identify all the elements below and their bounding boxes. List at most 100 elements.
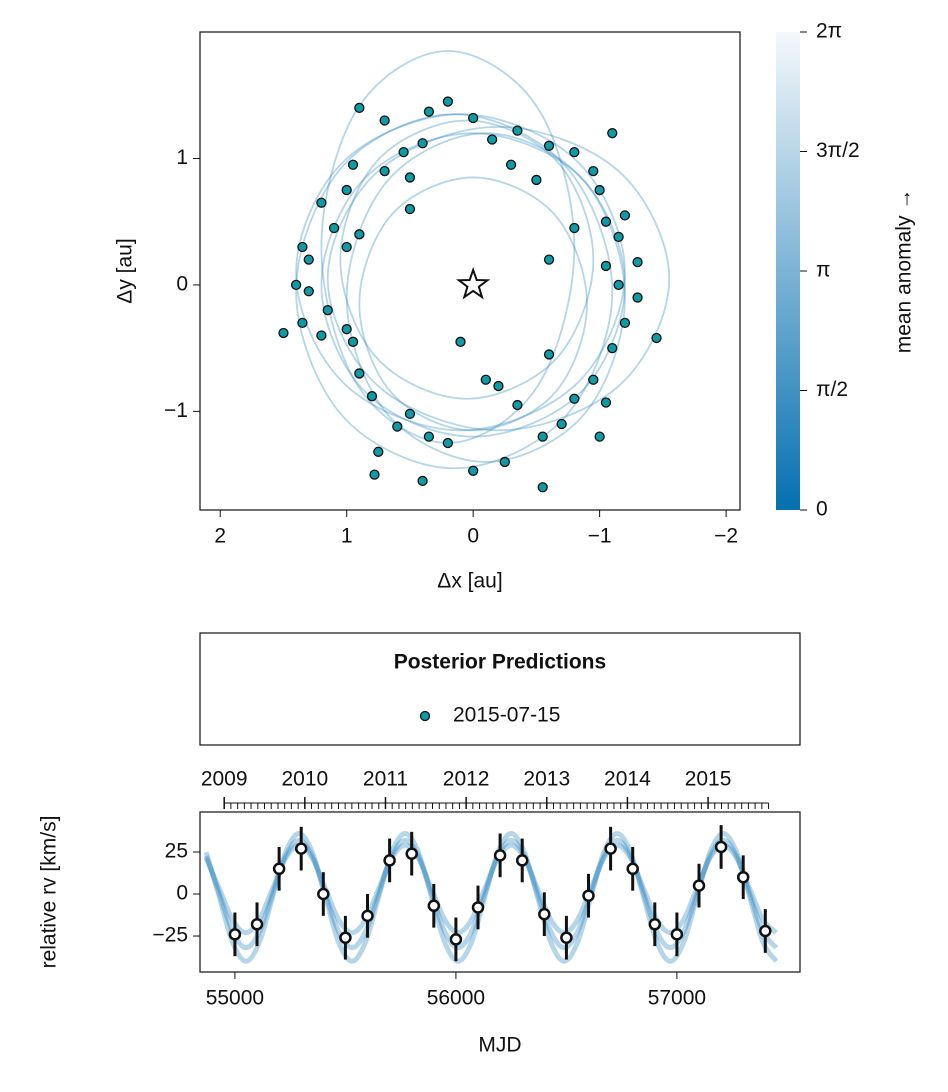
scatter-point (398, 146, 409, 158)
rv-point (250, 918, 264, 931)
scatter-point (341, 241, 352, 253)
scatter-point (543, 254, 555, 265)
scatter-point (423, 431, 435, 442)
rv-point (582, 889, 595, 902)
orbit (320, 50, 576, 444)
scatter-point (619, 317, 631, 328)
rv-point (493, 849, 507, 862)
x-tick-label: 55000 (206, 987, 264, 1010)
y-axis-label: Δy [au] (114, 238, 137, 303)
scatter-point (600, 397, 612, 408)
scatter-point (594, 431, 605, 442)
scatter-point (556, 418, 567, 430)
scatter-point (600, 260, 612, 272)
scatter-point (290, 279, 302, 291)
scatter-point (512, 399, 523, 411)
legend-marker (419, 710, 431, 722)
top-tick-label: 2014 (604, 768, 651, 791)
orbit (345, 132, 626, 463)
x-tick-label: −2 (714, 525, 738, 548)
scatter-point (480, 374, 491, 385)
scatter-point (417, 138, 428, 149)
scatter-point (328, 222, 340, 234)
rv-point (670, 928, 684, 941)
scatter-point (392, 421, 403, 432)
scatter-point (347, 336, 359, 347)
scatter-point (404, 172, 416, 183)
scatter-point (354, 229, 365, 240)
rv-point (272, 862, 286, 876)
scatter-point (303, 254, 314, 265)
top-tick-label: 2013 (523, 768, 570, 791)
scatter-point (569, 146, 580, 158)
rv-point (538, 907, 551, 921)
y-tick-label: 1 (176, 146, 188, 169)
x-axis-label: Δx [au] (437, 570, 502, 593)
scatter-point (373, 446, 384, 457)
scatter-point (297, 241, 308, 253)
scatter-point (537, 431, 548, 442)
y-tick-label: 0 (176, 272, 188, 295)
scatter-point (316, 330, 327, 341)
scatter-point (588, 374, 599, 385)
scatter-point (455, 336, 466, 347)
rv-point (626, 862, 639, 876)
legend-title: Posterior Predictions (394, 651, 606, 674)
scatter-point (613, 279, 624, 291)
scatter-point (354, 368, 365, 379)
rv-point (228, 928, 242, 941)
model-curve (203, 837, 779, 951)
orbit (358, 176, 588, 432)
scatter-point (505, 159, 517, 170)
scatter-point (417, 475, 428, 487)
rv-point (759, 924, 772, 938)
scatter-point (607, 342, 618, 354)
scatter-point (613, 231, 624, 243)
scatter-point (404, 203, 416, 215)
rv-point (648, 918, 662, 931)
scatter-point (442, 96, 454, 107)
scatter-point (537, 482, 548, 493)
y-tick-label: 0 (176, 882, 188, 905)
top-tick-label: 2010 (281, 768, 328, 791)
scatter-point (423, 106, 435, 117)
colorbar (776, 32, 800, 510)
scatter-point (588, 165, 599, 177)
scatter-point (347, 159, 359, 170)
x-tick-label: 0 (467, 525, 479, 548)
scatter-point (619, 210, 631, 221)
scatter-point (303, 286, 314, 297)
orbits (295, 50, 671, 470)
scatter-point (366, 391, 378, 402)
x-tick-label: 57000 (648, 987, 706, 1010)
scatter-point (531, 174, 542, 186)
x-tick-label: 1 (341, 525, 353, 548)
scatter-point (543, 140, 555, 151)
rv-point (383, 854, 396, 867)
scatter-point (468, 112, 479, 124)
scatter-point (442, 437, 454, 449)
x-tick-label: −1 (588, 525, 612, 548)
rv-point (361, 909, 374, 923)
rv-point (560, 931, 573, 944)
y-tick-label: 25 (165, 840, 188, 863)
y-tick-label: −25 (152, 924, 188, 947)
plot-frame (199, 811, 801, 973)
top-tick-label: 2012 (443, 768, 490, 791)
scatter-point (278, 327, 289, 339)
scatter-point (379, 165, 390, 177)
x-tick-label: 2 (214, 525, 226, 548)
x-axis-label: MJD (478, 1034, 521, 1057)
rv-point (515, 854, 529, 867)
scatter-point (499, 456, 510, 468)
rv-point (736, 870, 750, 884)
scatter-point (297, 317, 308, 328)
scatter-point (486, 134, 498, 145)
orbit (295, 113, 626, 432)
scatter-point (543, 349, 555, 360)
colorbar-tick-label: 3π/2 (816, 139, 860, 162)
colorbar-label: mean anomaly → (893, 189, 916, 354)
top-tick-label: 2009 (201, 768, 248, 791)
star (455, 266, 491, 300)
